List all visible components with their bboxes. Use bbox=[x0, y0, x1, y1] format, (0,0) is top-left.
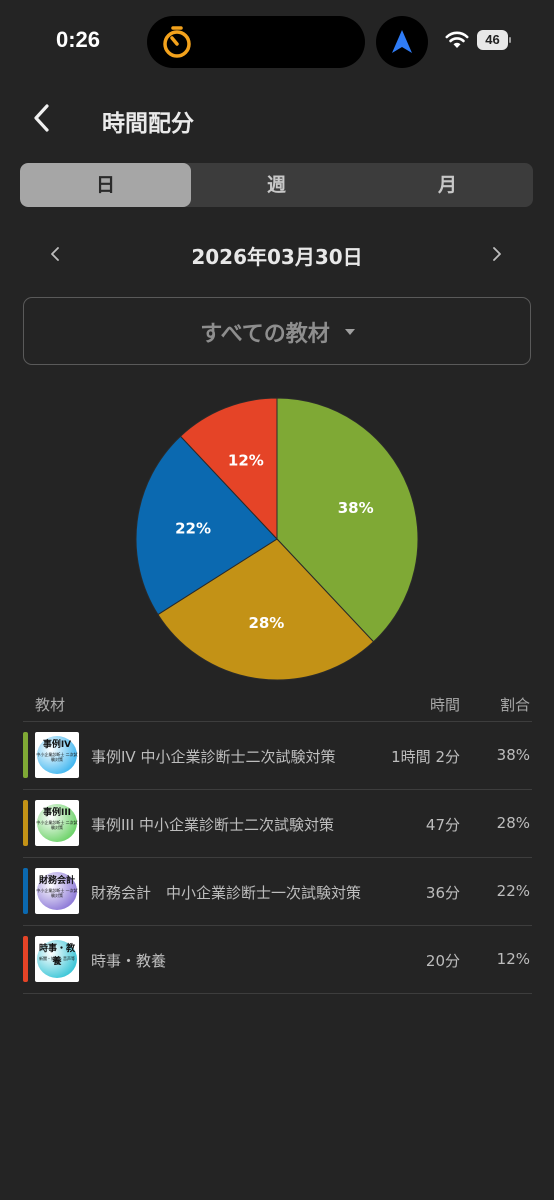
header-ratio: 割合 bbox=[499, 696, 530, 714]
pie-slice-label-2: 28% bbox=[248, 614, 284, 632]
material-name: 時事・教養 bbox=[91, 952, 167, 970]
battery-tip bbox=[509, 37, 511, 43]
time-ratio: 28% bbox=[496, 814, 530, 832]
tab-week[interactable]: 週 bbox=[266, 174, 286, 196]
date-navigator: 2026年03月30日 bbox=[0, 232, 554, 276]
tab-month[interactable]: 月 bbox=[437, 174, 457, 196]
period-segmented-control: 日 週 月 bbox=[20, 163, 533, 207]
material-name: 事例IV 中小企業診断士二次試験対策 bbox=[91, 748, 336, 766]
study-time: 36分 bbox=[425, 884, 460, 902]
row-color-bar bbox=[23, 868, 28, 914]
caret-down-icon bbox=[344, 329, 355, 335]
thumbnail-title: 事例IV bbox=[42, 740, 72, 750]
previous-date-button[interactable] bbox=[44, 240, 66, 268]
location-arrow-icon bbox=[392, 30, 412, 53]
thumbnail-subtitle: 新聞・雑誌・音声等 bbox=[39, 956, 75, 961]
table-row[interactable]: 事例III 中小企業診断士 二次試験対策 事例III 中小企業診断士二次試験対策… bbox=[23, 790, 532, 858]
time-ratio: 22% bbox=[496, 882, 530, 900]
page-title: 時間配分 bbox=[102, 111, 194, 137]
thumbnail-title: 事例III bbox=[42, 808, 72, 818]
thumbnail-subtitle: 中小企業診断士 一次試験対策 bbox=[36, 888, 78, 898]
thumbnail-title: 時事・教養 bbox=[38, 944, 75, 967]
battery-indicator: 46 bbox=[477, 30, 511, 50]
pie-slice-3 bbox=[135, 435, 278, 616]
timer-icon bbox=[163, 26, 191, 58]
material-filter-label: すべての教材 bbox=[200, 322, 330, 347]
time-ratio: 38% bbox=[496, 746, 530, 764]
study-time: 20分 bbox=[425, 952, 460, 970]
pie-slice-label-1: 38% bbox=[338, 499, 374, 517]
time-ratio: 12% bbox=[496, 950, 530, 968]
row-color-bar bbox=[23, 800, 28, 846]
dynamic-island[interactable] bbox=[147, 16, 365, 68]
thumbnail-badge bbox=[37, 804, 77, 842]
status-bar: 0:26 46 bbox=[0, 0, 554, 84]
battery-level: 46 bbox=[477, 30, 508, 50]
tab-day[interactable]: 日 bbox=[20, 163, 191, 207]
next-date-button[interactable] bbox=[486, 240, 508, 268]
date-label: 2026年03月30日 bbox=[191, 245, 363, 269]
thumbnail-badge bbox=[37, 736, 77, 774]
row-color-bar bbox=[23, 732, 28, 778]
table-row[interactable]: 財務会計 中小企業診断士 一次試験対策 財務会計 中小企業診断士一次試験対策 3… bbox=[23, 858, 532, 926]
nav-header: 時間配分 bbox=[0, 90, 554, 150]
material-name: 事例III 中小企業診断士二次試験対策 bbox=[91, 816, 335, 834]
material-filter-dropdown[interactable]: すべての教材 bbox=[23, 297, 531, 365]
material-thumbnail: 事例IV 中小企業診断士 二次試験対策 bbox=[35, 732, 79, 778]
material-filter-content: すべての教材 bbox=[24, 298, 532, 366]
pie-slice-1 bbox=[276, 397, 419, 643]
location-indicator bbox=[376, 16, 428, 68]
pie-slice-label-3: 22% bbox=[175, 519, 211, 537]
table-row[interactable]: 時事・教養 新聞・雑誌・音声等 時事・教養 20分 12% bbox=[23, 926, 532, 994]
thumbnail-badge bbox=[37, 940, 77, 978]
thumbnail-badge bbox=[37, 872, 77, 910]
material-name: 財務会計 中小企業診断士一次試験対策 bbox=[91, 884, 362, 902]
study-time: 1時間 2分 bbox=[391, 748, 460, 766]
time-distribution-pie-chart: 38% 28% 22% 12% bbox=[135, 397, 419, 681]
row-color-bar bbox=[23, 936, 28, 982]
pie-slice-label-4: 12% bbox=[228, 451, 264, 469]
material-thumbnail: 時事・教養 新聞・雑誌・音声等 bbox=[35, 936, 79, 982]
thumbnail-subtitle: 中小企業診断士 二次試験対策 bbox=[36, 752, 78, 762]
pie-slice-2 bbox=[157, 538, 375, 681]
pie-slice-4 bbox=[179, 397, 278, 541]
header-time: 時間 bbox=[429, 696, 460, 714]
thumbnail-subtitle: 中小企業診断士 二次試験対策 bbox=[36, 820, 78, 830]
material-thumbnail: 事例III 中小企業診断士 二次試験対策 bbox=[35, 800, 79, 846]
back-button[interactable] bbox=[28, 100, 58, 136]
wifi-icon bbox=[445, 31, 469, 48]
study-time: 47分 bbox=[425, 816, 460, 834]
table-header: 教材 時間 割合 bbox=[23, 690, 532, 722]
material-thumbnail: 財務会計 中小企業診断士 一次試験対策 bbox=[35, 868, 79, 914]
table-row[interactable]: 事例IV 中小企業診断士 二次試験対策 事例IV 中小企業診断士二次試験対策 1… bbox=[23, 722, 532, 790]
thumbnail-title: 財務会計 bbox=[38, 876, 75, 886]
clock: 0:26 bbox=[56, 27, 101, 52]
header-material: 教材 bbox=[35, 696, 66, 714]
